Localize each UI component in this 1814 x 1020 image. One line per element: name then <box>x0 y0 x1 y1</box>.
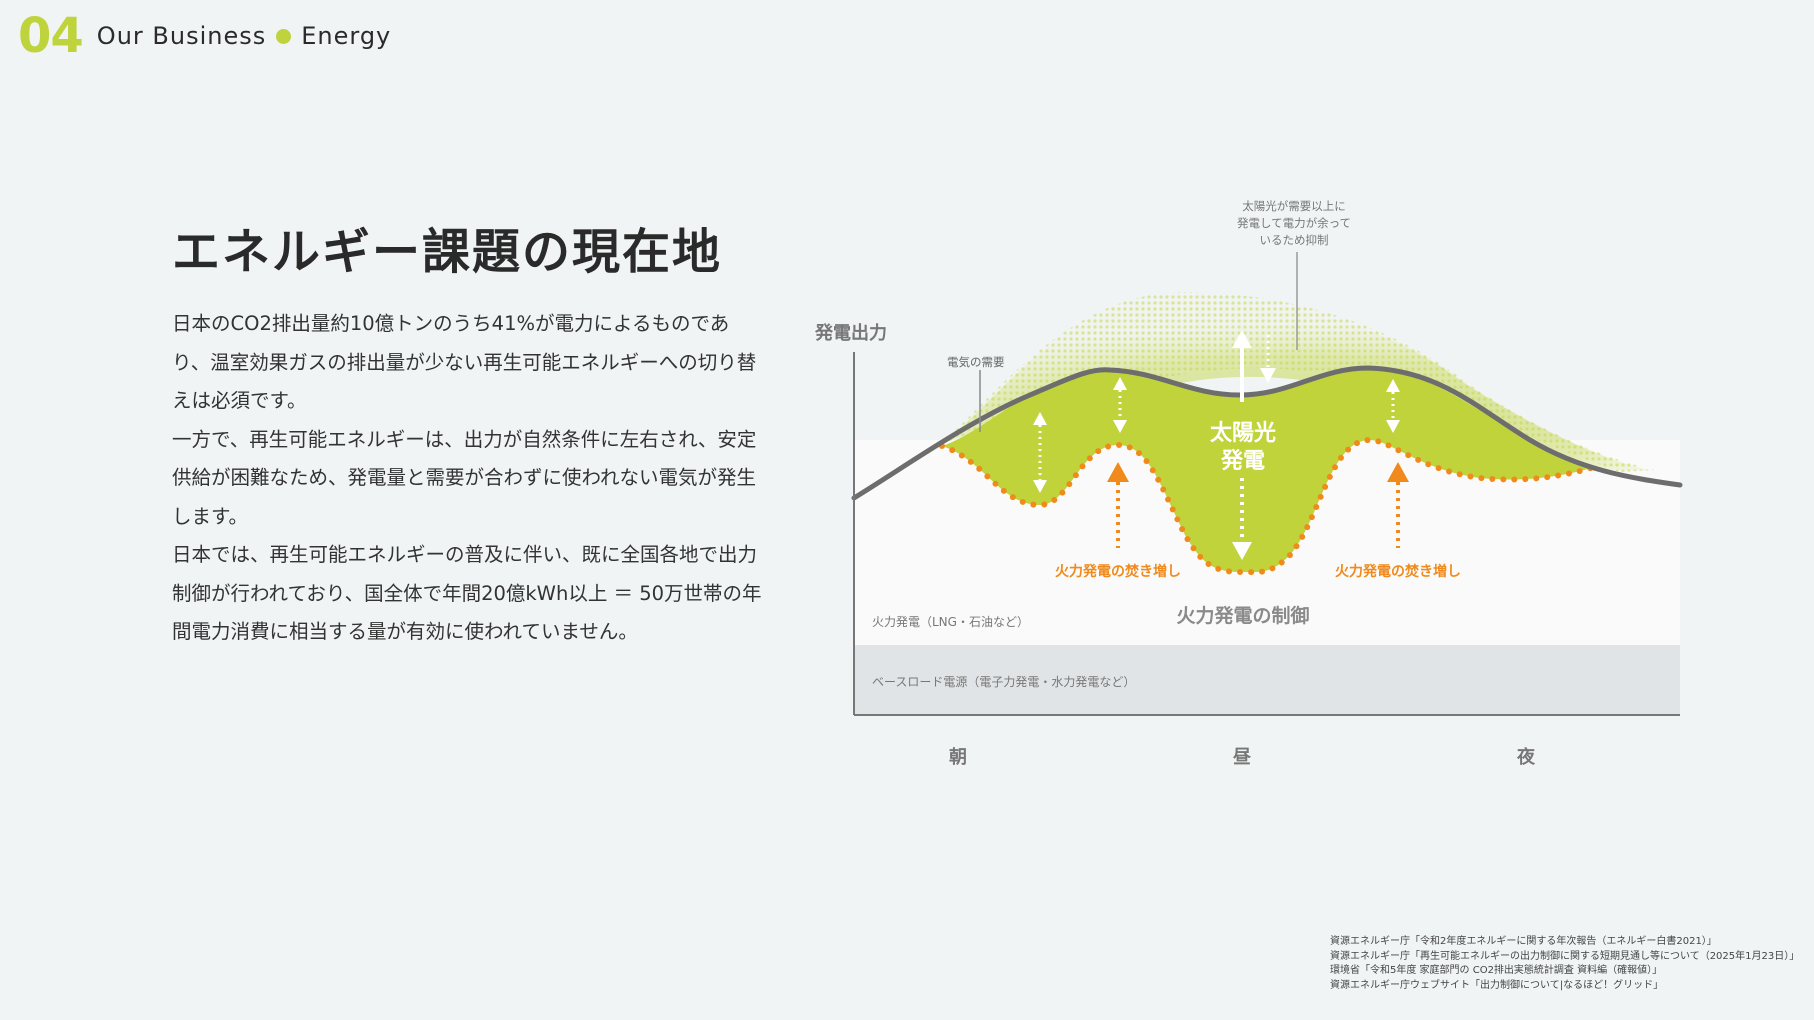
demand-label: 電気の需要 <box>947 355 1005 369</box>
paragraph: 日本のCO2排出量約10億トンのうち41%が電力によるものであり、温室効果ガスの… <box>172 312 757 412</box>
solar-label-line: 太陽光 <box>1210 421 1276 446</box>
reference-item: 資源エネルギー庁ウェブサイト「出力制御について|なるほど！グリッド」 <box>1330 979 1664 991</box>
y-axis-label: 発電出力 <box>814 322 887 344</box>
page-header: 04 Our Business Energy <box>18 8 391 64</box>
x-label-morning: 朝 <box>949 746 967 768</box>
solar-label-line: 発電 <box>1220 449 1265 474</box>
solar-generation-area <box>942 368 1598 573</box>
section-number: 04 <box>18 8 84 64</box>
body-text: 日本のCO2排出量約10億トンのうち41%が電力によるものであり、温室効果ガスの… <box>172 305 762 652</box>
reference-item: 環境省「令和5年度 家庭部門の CO2排出実態統計調査 資料編（確報値）」 <box>1330 965 1663 976</box>
thermal-increase-label-left: 火力発電の焚き増し <box>1055 563 1181 580</box>
curtail-note-line: 太陽光が需要以上に <box>1242 199 1346 213</box>
section-title: Our Business <box>96 22 267 50</box>
paragraph: 日本では、再生可能エネルギーの普及に伴い、既に全国各地で出力制御が行われており、… <box>172 543 762 643</box>
page-title: エネルギー課題の現在地 <box>172 224 723 280</box>
solar-excess-dots <box>940 292 1655 472</box>
x-label-noon: 昼 <box>1233 747 1251 768</box>
paragraph: 一方で、再生可能エネルギーは、出力が自然条件に左右され、安定供給が困難なため、発… <box>172 427 757 528</box>
orange-arrows <box>1107 462 1409 548</box>
reference-item: 資源エネルギー庁「再生可能エネルギーの出力制御に関する短期見通し等について（20… <box>1330 950 1800 962</box>
thermal-control-label: 火力発電の制御 <box>1176 604 1309 627</box>
baseload-layer <box>854 645 1680 715</box>
white-arrows <box>1033 330 1400 560</box>
bullet-dot-icon <box>276 28 292 44</box>
x-label-night: 夜 <box>1516 746 1536 768</box>
reference-item: 資源エネルギー庁「令和2年度エネルギーに関する年次報告（エネルギー白書2021）… <box>1330 936 1717 947</box>
curtail-note-line: 発電して電力が余って <box>1237 216 1351 230</box>
thermal-adjust-line <box>939 436 1601 576</box>
baseload-label: ベースロード電源（電子力発電・水力発電など） <box>872 675 1135 689</box>
thermal-increase-label-right: 火力発電の焚き増し <box>1335 563 1461 580</box>
thermal-layer-label: 火力発電（LNG・石油など） <box>872 615 1029 629</box>
references: 資源エネルギー庁「令和2年度エネルギーに関する年次報告（エネルギー白書2021）… <box>1330 935 1799 993</box>
subsection-title: Energy <box>301 22 392 50</box>
curtail-note-line: いるため抑制 <box>1260 233 1329 247</box>
